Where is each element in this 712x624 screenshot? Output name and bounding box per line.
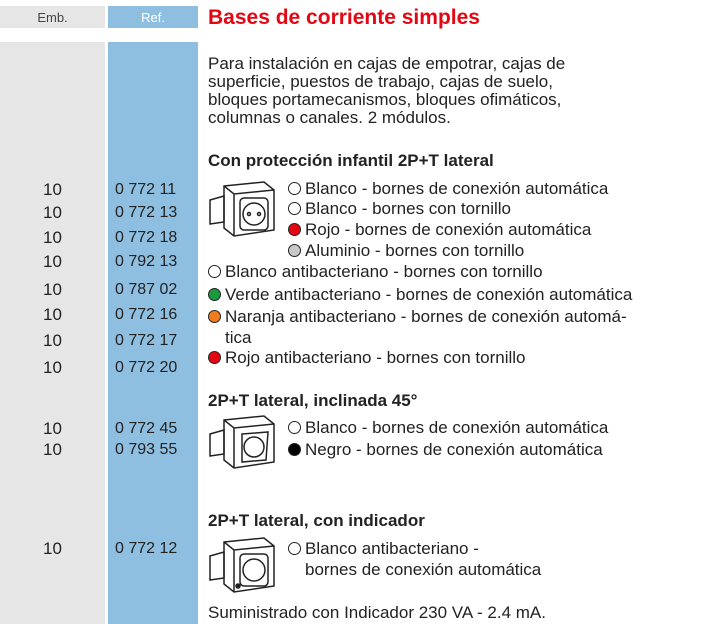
ref-value: 0 772 45 bbox=[115, 420, 178, 437]
ref-value: 0 772 18 bbox=[115, 229, 178, 246]
emb-header: Emb. bbox=[37, 10, 68, 25]
item-text: Blanco antibacteriano - bbox=[305, 539, 479, 558]
item-text: Blanco antibacteriano - bornes con torni… bbox=[225, 262, 543, 281]
ref-value: 0 772 20 bbox=[115, 359, 178, 376]
emb-value: 10 bbox=[43, 228, 62, 247]
item-text: Rojo antibacteriano - bornes con tornill… bbox=[225, 348, 526, 367]
ref-value: 0 772 13 bbox=[115, 204, 178, 221]
item-text: Negro - bornes de conexión automática bbox=[305, 440, 603, 459]
color-dot bbox=[288, 443, 301, 456]
section-heading: Con protección infantil 2P+T lateral bbox=[208, 151, 494, 170]
footnote: Suministrado con Indicador 230 VA - 2.4 … bbox=[208, 603, 546, 622]
ref-value: 0 793 55 bbox=[115, 441, 178, 458]
emb-value: 10 bbox=[43, 203, 62, 222]
socket-icon-indicator bbox=[209, 537, 275, 593]
title: Bases de corriente simples bbox=[208, 6, 480, 29]
item-text: bornes de conexión automática bbox=[305, 560, 542, 579]
item-text: Naranja antibacteriano - bornes de conex… bbox=[225, 307, 627, 326]
emb-value: 10 bbox=[43, 358, 62, 377]
ref-value: 0 787 02 bbox=[115, 281, 178, 298]
emb-value: 10 bbox=[43, 539, 62, 558]
ref-column bbox=[108, 42, 198, 624]
color-dot bbox=[288, 202, 301, 215]
socket-icon-inclined bbox=[209, 415, 275, 469]
color-dot bbox=[288, 421, 301, 434]
item-text: Aluminio - bornes con tornillo bbox=[305, 241, 525, 260]
color-dot bbox=[288, 223, 301, 236]
emb-value: 10 bbox=[43, 280, 62, 299]
color-dot bbox=[288, 182, 301, 195]
ref-value: 0 772 17 bbox=[115, 332, 178, 349]
item-text: Blanco - bornes de conexión automática bbox=[305, 418, 609, 437]
description-line: superficie, puestos de trabajo, cajas de… bbox=[208, 72, 553, 91]
ref-value: 0 772 12 bbox=[115, 540, 178, 557]
socket-icon bbox=[209, 181, 275, 237]
section-heading: 2P+T lateral, inclinada 45° bbox=[208, 391, 418, 410]
item-text: Blanco - bornes con tornillo bbox=[305, 199, 512, 218]
color-dot bbox=[208, 351, 221, 364]
ref-value: 0 792 13 bbox=[115, 253, 178, 270]
color-dot bbox=[288, 542, 301, 555]
ref-value: 0 772 11 bbox=[115, 181, 177, 198]
emb-value: 10 bbox=[43, 252, 62, 271]
color-dot bbox=[208, 310, 221, 323]
emb-value: 10 bbox=[43, 440, 62, 459]
color-dot bbox=[208, 288, 221, 301]
ref-value: 0 772 16 bbox=[115, 306, 178, 323]
emb-column bbox=[0, 42, 105, 624]
description-line: Para instalación en cajas de empotrar, c… bbox=[208, 54, 566, 73]
section-heading: 2P+T lateral, con indicador bbox=[208, 511, 425, 530]
ref-header: Ref. bbox=[141, 10, 165, 25]
ref-header-bg bbox=[108, 6, 198, 28]
item-text: tica bbox=[225, 328, 252, 347]
emb-header-bg bbox=[0, 6, 105, 28]
emb-value: 10 bbox=[43, 419, 62, 438]
emb-value: 10 bbox=[43, 331, 62, 350]
emb-value: 10 bbox=[43, 305, 62, 324]
description-line: bloques portamecanismos, bloques ofimáti… bbox=[208, 90, 562, 109]
description-line: columnas o canales. 2 módulos. bbox=[208, 108, 451, 127]
emb-value: 10 bbox=[43, 180, 62, 199]
item-text: Verde antibacteriano - bornes de conexió… bbox=[225, 285, 633, 304]
item-text: Rojo - bornes de conexión automática bbox=[305, 220, 592, 239]
color-dot bbox=[288, 244, 301, 257]
item-text: Blanco - bornes de conexión automática bbox=[305, 179, 609, 198]
color-dot bbox=[208, 265, 221, 278]
